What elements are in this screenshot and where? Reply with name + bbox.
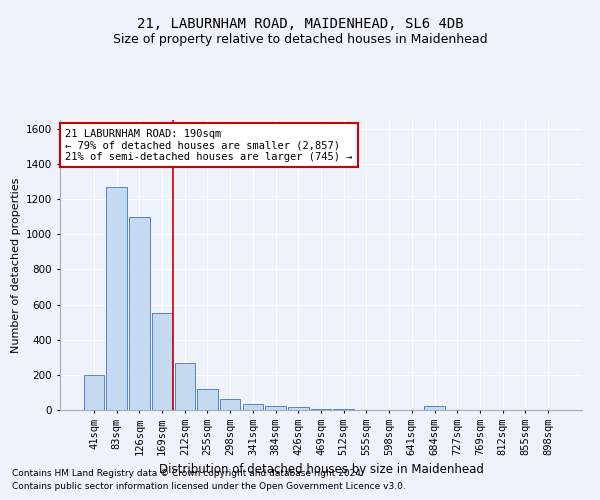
Bar [288,408,308,410]
Bar [242,404,263,410]
Bar [84,375,104,410]
Y-axis label: Number of detached properties: Number of detached properties [11,178,20,352]
Bar [265,406,286,410]
Text: Contains HM Land Registry data © Crown copyright and database right 2024.: Contains HM Land Registry data © Crown c… [12,468,364,477]
Bar [175,362,195,410]
Text: Size of property relative to detached houses in Maidenhead: Size of property relative to detached ho… [113,32,487,46]
Bar [424,406,445,410]
Bar [197,389,218,410]
X-axis label: Distribution of detached houses by size in Maidenhead: Distribution of detached houses by size … [158,464,484,476]
Text: 21, LABURNHAM ROAD, MAIDENHEAD, SL6 4DB: 21, LABURNHAM ROAD, MAIDENHEAD, SL6 4DB [137,18,463,32]
Bar [220,400,241,410]
Text: 21 LABURNHAM ROAD: 190sqm
← 79% of detached houses are smaller (2,857)
21% of se: 21 LABURNHAM ROAD: 190sqm ← 79% of detac… [65,128,353,162]
Bar [106,187,127,410]
Bar [334,409,354,410]
Bar [152,314,172,410]
Text: Contains public sector information licensed under the Open Government Licence v3: Contains public sector information licen… [12,482,406,491]
Bar [129,216,149,410]
Bar [311,409,331,410]
